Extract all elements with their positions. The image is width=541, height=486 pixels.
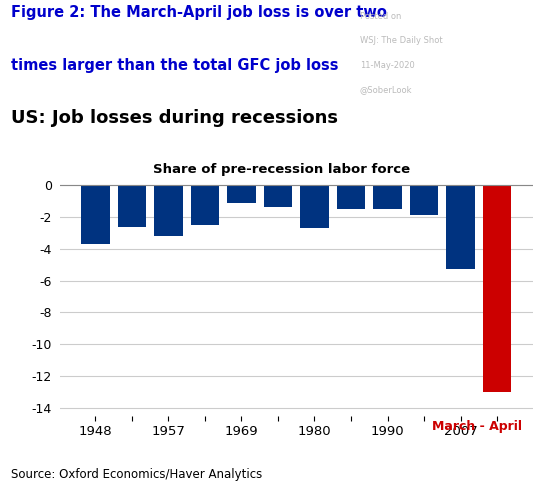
- Bar: [117, 185, 146, 226]
- Bar: [154, 185, 182, 236]
- Text: Figure 2: The March-April job loss is over two: Figure 2: The March-April job loss is ov…: [11, 5, 387, 20]
- Text: 11-May-2020: 11-May-2020: [360, 61, 414, 70]
- Text: times larger than the total GFC job loss: times larger than the total GFC job loss: [11, 58, 338, 73]
- Bar: [263, 185, 292, 208]
- Bar: [300, 185, 329, 228]
- Text: Posted on: Posted on: [360, 12, 401, 21]
- Text: WSJ: The Daily Shot: WSJ: The Daily Shot: [360, 36, 443, 46]
- Text: US: Job losses during recessions: US: Job losses during recessions: [11, 109, 338, 127]
- Bar: [81, 185, 109, 244]
- Bar: [227, 185, 256, 203]
- Bar: [410, 185, 438, 215]
- Bar: [446, 185, 475, 269]
- Text: Source: Oxford Economics/Haver Analytics: Source: Oxford Economics/Haver Analytics: [11, 468, 262, 481]
- Bar: [483, 185, 511, 392]
- Bar: [190, 185, 219, 225]
- Bar: [373, 185, 402, 209]
- Text: @SoberLook: @SoberLook: [360, 85, 412, 94]
- Text: March - April: March - April: [432, 420, 522, 434]
- Bar: [337, 185, 365, 209]
- Text: Share of pre-recession labor force: Share of pre-recession labor force: [153, 163, 410, 176]
